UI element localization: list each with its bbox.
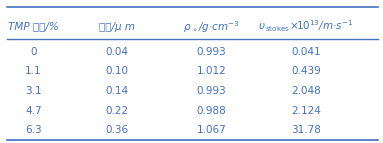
Text: 0.14: 0.14 (105, 86, 128, 96)
Text: 31.78: 31.78 (291, 125, 321, 135)
Text: 0.22: 0.22 (105, 106, 128, 116)
Text: TMP 含量/%: TMP 含量/% (8, 22, 59, 32)
Text: 2.048: 2.048 (291, 86, 321, 96)
Text: $\rho_{\,\circ}$/g·cm$^{-3}$: $\rho_{\,\circ}$/g·cm$^{-3}$ (183, 19, 240, 34)
Text: 6.3: 6.3 (25, 125, 42, 135)
Text: 1.067: 1.067 (196, 125, 226, 135)
Text: $\upsilon_{\,\rm stokes}$$\times\!10^{13}$/m·s$^{-1}$: $\upsilon_{\,\rm stokes}$$\times\!10^{13… (258, 19, 354, 34)
Text: 0.993: 0.993 (196, 86, 226, 96)
Text: 0.10: 0.10 (105, 66, 128, 77)
Text: 粒径/μ m: 粒径/μ m (98, 22, 134, 32)
Text: 0.041: 0.041 (291, 47, 321, 57)
Text: 2.124: 2.124 (291, 106, 321, 116)
Text: 3.1: 3.1 (25, 86, 42, 96)
Text: 4.7: 4.7 (25, 106, 42, 116)
Text: 0: 0 (30, 47, 36, 57)
Text: 1.012: 1.012 (196, 66, 226, 77)
Text: 0.993: 0.993 (196, 47, 226, 57)
Text: 0.988: 0.988 (196, 106, 226, 116)
Text: 0.439: 0.439 (291, 66, 321, 77)
Text: 1.1: 1.1 (25, 66, 42, 77)
Text: 0.04: 0.04 (105, 47, 128, 57)
Text: 0.36: 0.36 (105, 125, 128, 135)
